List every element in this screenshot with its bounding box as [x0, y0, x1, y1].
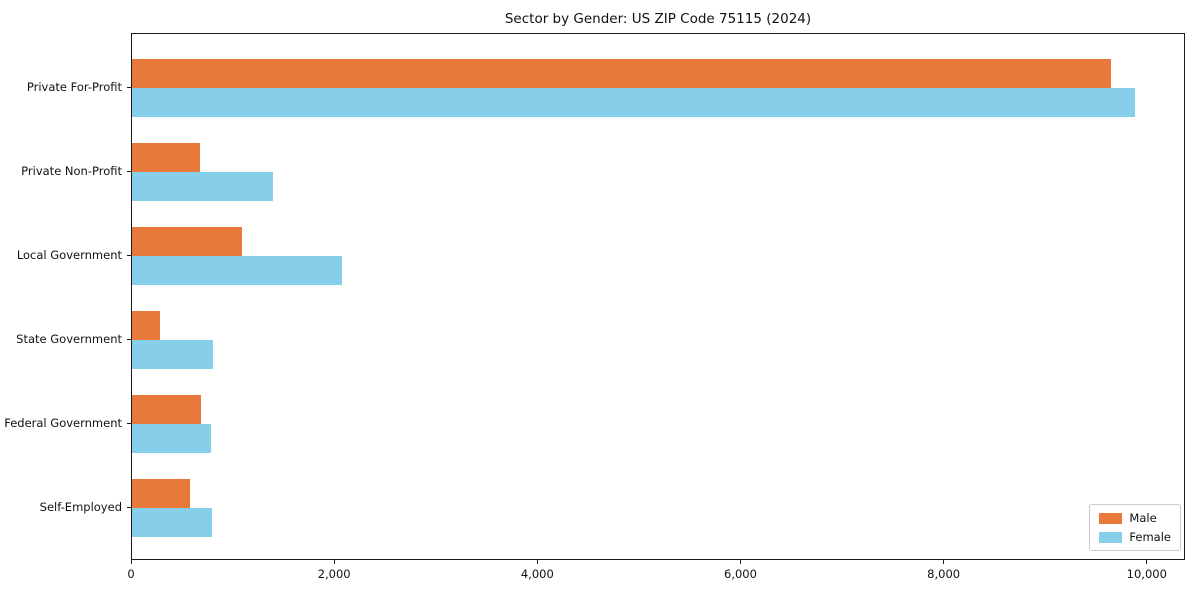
y-tick-mark — [127, 171, 131, 172]
bar-male-state-government — [132, 310, 161, 340]
x-tick-label-0: 0 — [127, 567, 135, 581]
bar-female-private-non-profit — [132, 171, 274, 201]
bar-male-federal-government — [132, 394, 202, 424]
y-tick-mark — [127, 255, 131, 256]
legend-swatch-female-icon — [1099, 531, 1123, 543]
x-tick-label-2000: 2,000 — [317, 567, 351, 581]
y-tick-label-local-government: Local Government — [16, 247, 122, 262]
x-tick-mark — [943, 560, 945, 564]
legend-entry-male: Male — [1099, 511, 1171, 525]
bar-female-self-employed — [132, 507, 213, 537]
y-tick-label-state-government: State Government — [16, 331, 122, 346]
x-tick-label-10000: 10,000 — [1126, 567, 1167, 581]
x-tick-label-8000: 8,000 — [927, 567, 961, 581]
x-tick-mark — [536, 560, 538, 564]
bar-male-private-for-profit — [132, 58, 1112, 88]
bar-female-state-government — [132, 339, 214, 369]
x-tick-mark — [333, 560, 335, 564]
legend-entry-female: Female — [1099, 530, 1171, 544]
y-tick-label-private-for-profit: Private For-Profit — [26, 79, 122, 94]
x-tick-mark — [739, 560, 741, 564]
y-tick-mark — [127, 339, 131, 340]
legend-swatch-male-icon — [1099, 512, 1123, 524]
x-tick-mark — [1146, 560, 1148, 564]
legend: Male Female — [1089, 504, 1181, 551]
y-tick-mark — [127, 87, 131, 88]
chart-title: Sector by Gender: US ZIP Code 75115 (202… — [504, 11, 812, 27]
bar-female-private-for-profit — [132, 87, 1135, 117]
y-tick-mark — [127, 423, 131, 424]
y-tick-label-federal-government: Federal Government — [4, 415, 122, 430]
x-tick-label-6000: 6,000 — [724, 567, 757, 581]
x-tick-mark — [130, 560, 132, 564]
legend-label-female: Female — [1129, 530, 1171, 544]
bar-male-self-employed — [132, 478, 190, 508]
bar-male-private-non-profit — [132, 142, 201, 172]
x-tick-label-4000: 4,000 — [520, 567, 554, 581]
bar-female-local-government — [132, 255, 343, 285]
bar-female-federal-government — [132, 423, 212, 453]
y-tick-mark — [127, 507, 131, 508]
plot-area — [131, 33, 1185, 560]
y-tick-label-self-employed: Self-Employed — [39, 499, 122, 514]
bar-male-local-government — [132, 226, 242, 256]
legend-label-male: Male — [1129, 511, 1157, 525]
y-tick-label-private-non-profit: Private Non-Profit — [21, 163, 122, 178]
